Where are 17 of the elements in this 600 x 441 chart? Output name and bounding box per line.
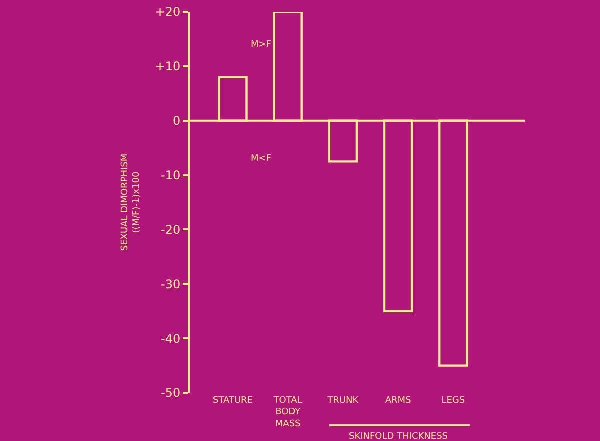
y-tick-label: -10 bbox=[160, 168, 181, 182]
y-tick-label: +20 bbox=[155, 5, 181, 20]
x-tick-label: LEGS bbox=[442, 396, 466, 406]
text: SKINFOLD THICKNESS bbox=[349, 432, 448, 441]
y-tick-label: +10 bbox=[155, 60, 181, 74]
x-tick-label: TOTAL BODY MASS bbox=[272, 396, 302, 430]
y-tick-label: -30 bbox=[160, 277, 181, 292]
y-tick-label: -40 bbox=[160, 332, 181, 346]
x-tick-label: STATURE bbox=[212, 396, 254, 406]
annotation: M>F bbox=[251, 40, 272, 50]
x-tick-label: TRUNK bbox=[326, 396, 360, 406]
y-axis-title: SEXUAL DIMORPHISM ((M/F)-1)x100 bbox=[120, 154, 142, 252]
x-tick-label: ARMS bbox=[385, 396, 412, 406]
y-tick-label: -20 bbox=[160, 222, 181, 237]
annotation: M<F bbox=[251, 154, 272, 164]
y-tick-label: 0 bbox=[172, 114, 181, 128]
y-tick-label: -50 bbox=[160, 386, 181, 400]
